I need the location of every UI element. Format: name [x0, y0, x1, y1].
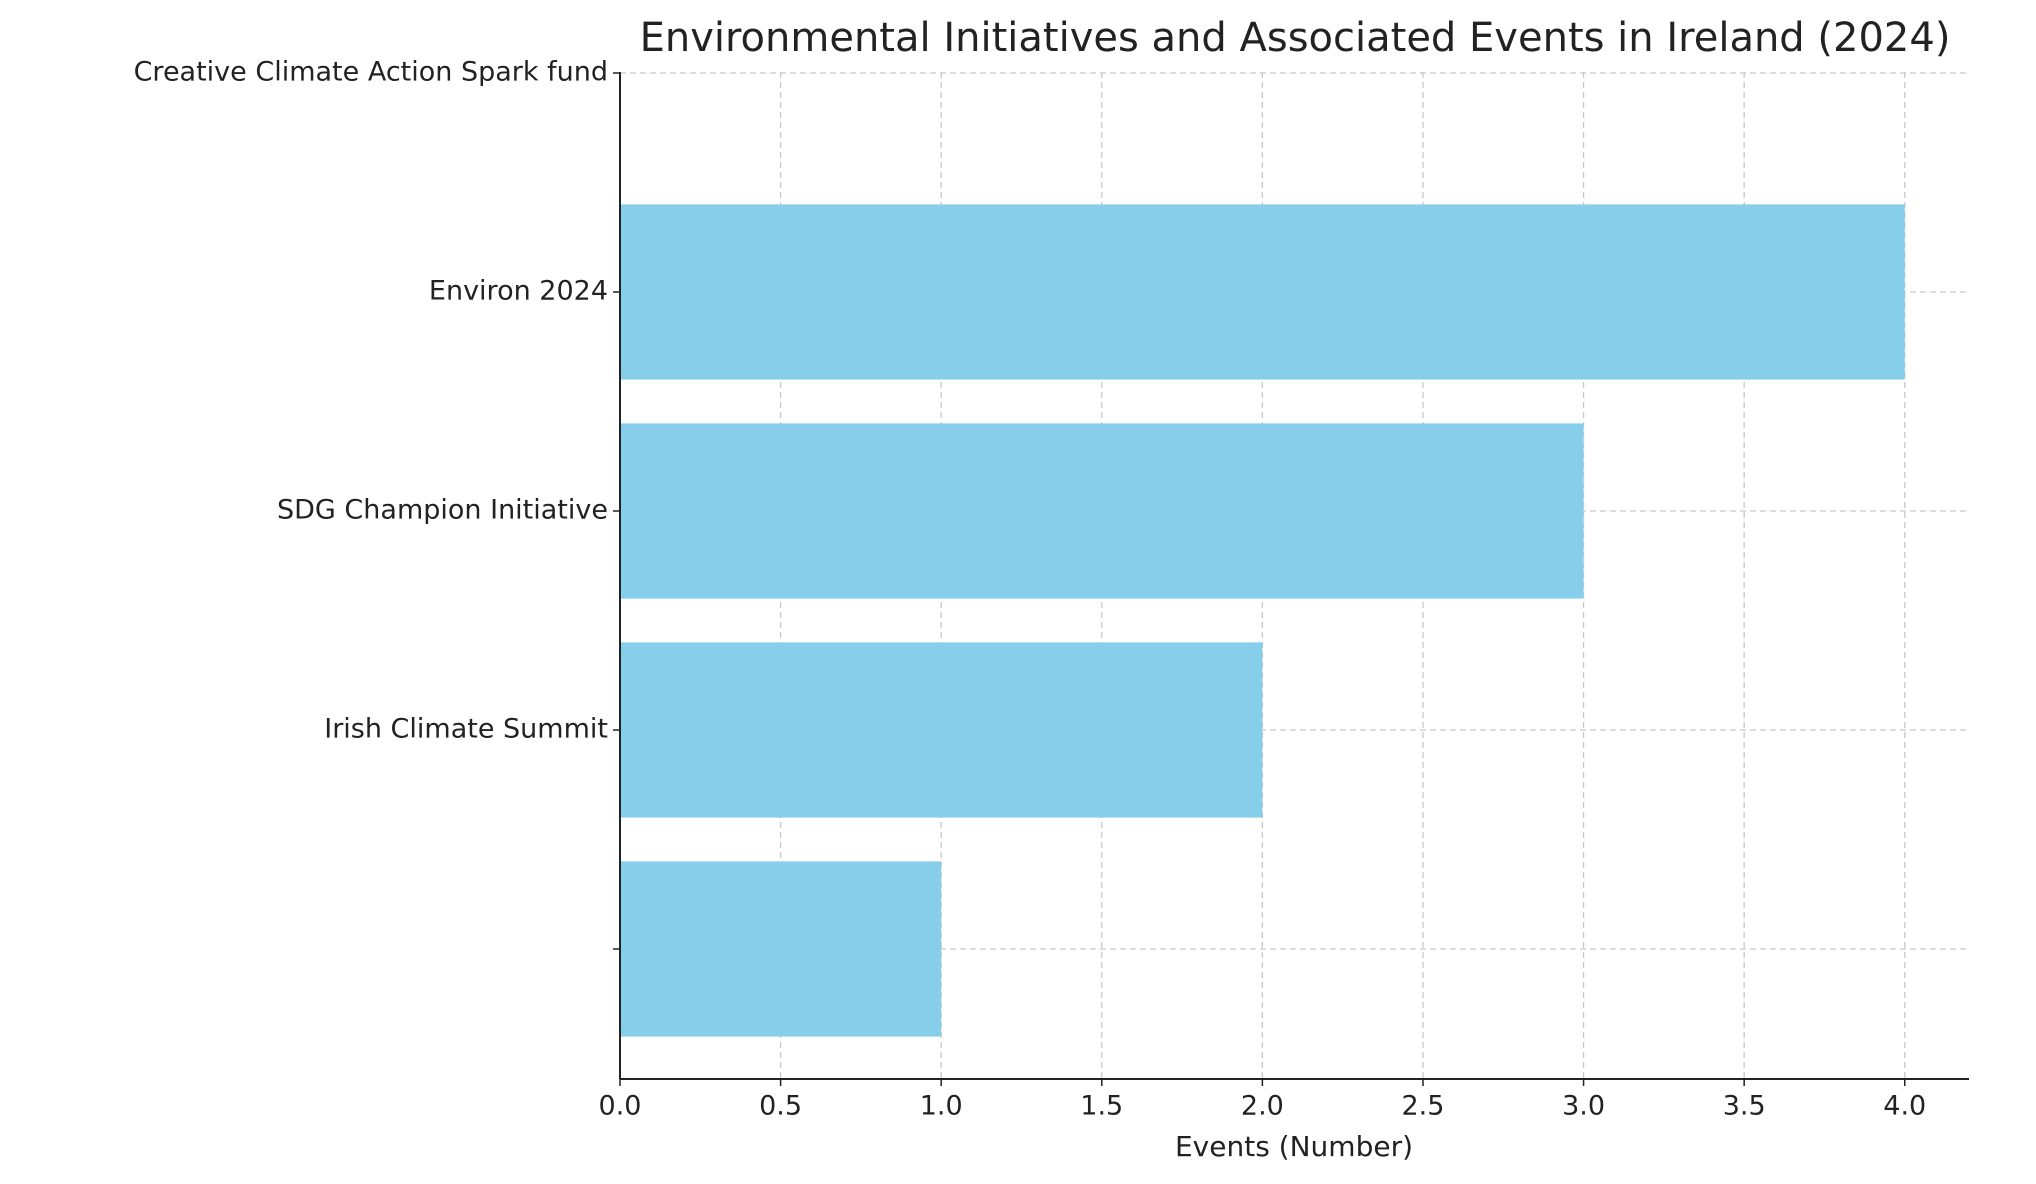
x-tick-label: 3.0	[1562, 1091, 1605, 1122]
bar	[620, 204, 1905, 380]
x-tick-label: 0.0	[599, 1091, 642, 1122]
x-tick-label: 0.5	[759, 1091, 802, 1122]
x-tick-label: 4.0	[1883, 1091, 1926, 1122]
y-tick-label: SDG Champion Initiative	[277, 495, 608, 526]
bar	[620, 423, 1584, 599]
x-tick-label: 2.5	[1401, 1091, 1444, 1122]
bar	[620, 861, 942, 1037]
y-tick-label: Creative Climate Action Spark fund	[134, 57, 608, 88]
y-tick-label: Irish Climate Summit	[324, 714, 608, 745]
y-tick-label: Environ 2024	[429, 276, 608, 307]
x-tick-label: 3.5	[1723, 1091, 1766, 1122]
x-tick-label: 1.5	[1080, 1091, 1123, 1122]
x-tick-label: 2.0	[1241, 1091, 1284, 1122]
x-axis-label: Events (Number)	[1175, 1130, 1413, 1163]
chart-title: Environmental Initiatives and Associated…	[640, 15, 1951, 61]
x-tick-label: 1.0	[920, 1091, 963, 1122]
bar	[620, 642, 1263, 818]
